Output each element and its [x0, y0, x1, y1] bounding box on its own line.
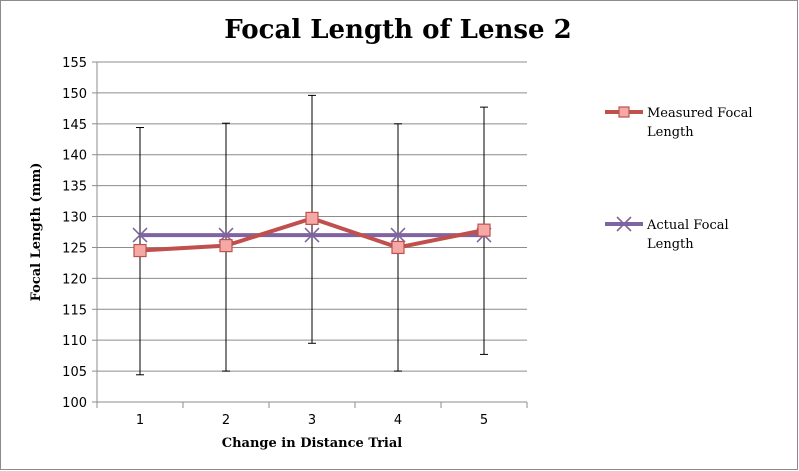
y-tick-label: 135 [62, 180, 87, 195]
square-marker [305, 211, 319, 225]
square-marker [477, 223, 491, 237]
data-point [133, 243, 147, 258]
y-axis-title: Focal Length (mm) [29, 163, 44, 302]
x-tick-label: 2 [222, 413, 230, 428]
legend-label: Measured Focal [647, 106, 753, 121]
square-marker [133, 243, 147, 258]
y-tick-label: 105 [62, 365, 87, 380]
x-tick-label: 3 [308, 413, 316, 428]
legend-label: Length [647, 125, 694, 140]
y-tick-label: 125 [62, 241, 87, 256]
x-tick-label: 4 [394, 413, 402, 428]
data-point [305, 211, 319, 225]
x-tick-label: 5 [480, 413, 488, 428]
legend-label: Length [647, 237, 694, 252]
square-marker [618, 106, 630, 118]
y-tick-label: 140 [62, 149, 87, 164]
axes: 100 105 110 115 120 125 130 135 140 145 150 155 1 2 3 4… [62, 56, 528, 428]
data-point [304, 227, 320, 243]
data-point [390, 227, 406, 243]
x-marker-stroke [390, 227, 406, 243]
square-marker [219, 239, 233, 253]
x-marker-stroke [304, 227, 320, 243]
x-tick-label: 1 [136, 413, 144, 428]
y-tick-label: 145 [62, 118, 87, 133]
series-lines [132, 211, 492, 258]
data-point [391, 240, 405, 255]
x-axis-title: Change in Distance Trial [222, 436, 403, 451]
data-point [477, 223, 491, 237]
legend-item: Actual Focal Length [605, 216, 729, 252]
y-tick-label: 110 [62, 334, 87, 349]
square-marker [391, 240, 405, 255]
y-tick-label: 130 [62, 211, 87, 226]
legend-item: Measured Focal Length [605, 106, 753, 140]
x-marker-stroke [616, 216, 632, 232]
legend: Measured Focal Length Actual Focal Length [605, 106, 753, 252]
data-point [132, 227, 148, 243]
y-tick-label: 155 [62, 56, 87, 71]
x-marker-stroke [132, 227, 148, 243]
data-point [219, 239, 233, 253]
y-tick-label: 120 [62, 272, 87, 287]
chart-title: Focal Length of Lense 2 [224, 15, 571, 45]
y-tick-label: 100 [62, 396, 87, 411]
y-tick-label: 115 [62, 303, 87, 318]
legend-label: Actual Focal [646, 218, 729, 233]
y-tick-label: 150 [62, 87, 87, 102]
